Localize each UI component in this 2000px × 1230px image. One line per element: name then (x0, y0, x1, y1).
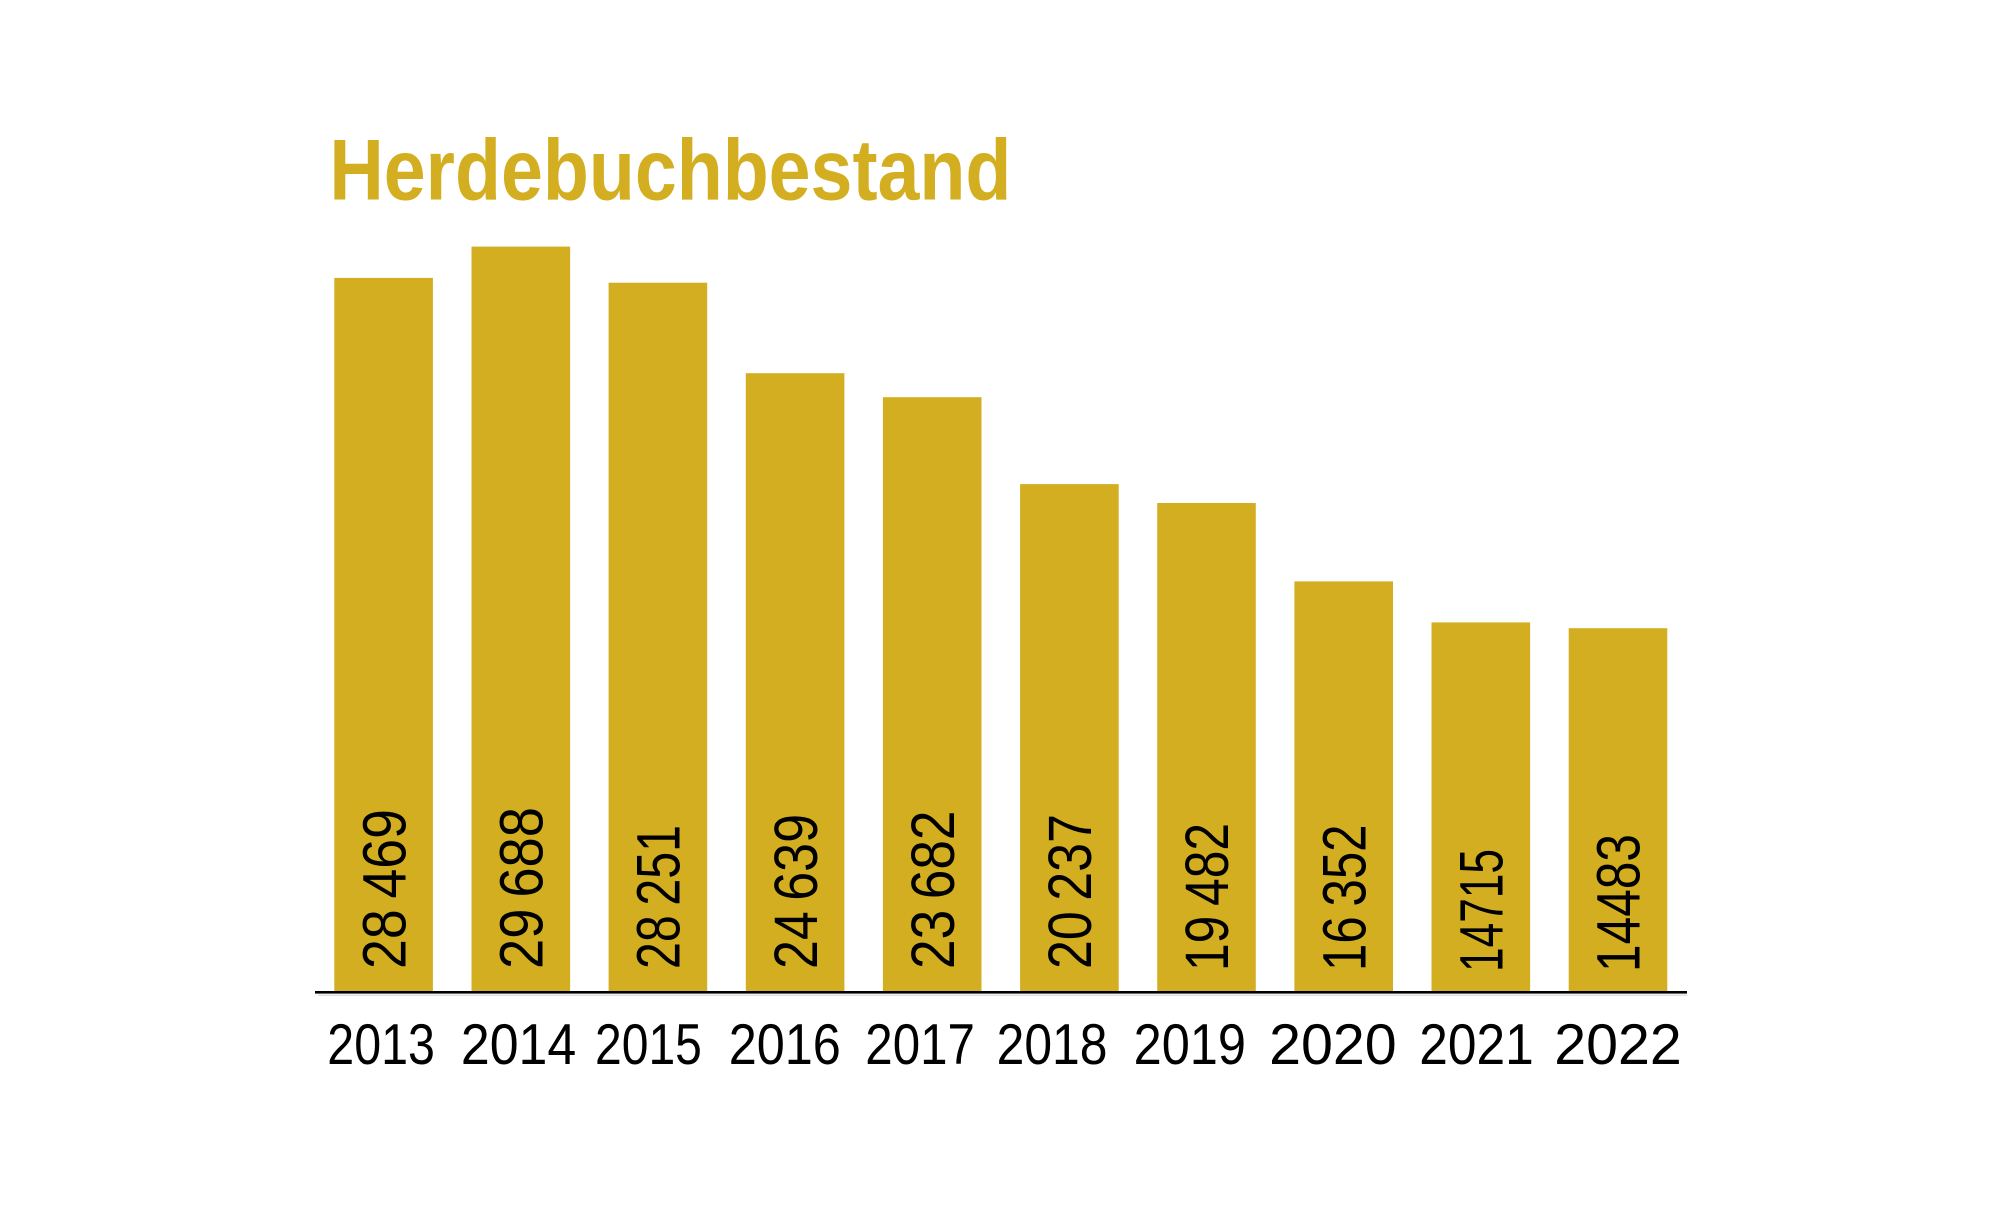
svg-text:2020: 2020 (1269, 1013, 1397, 1077)
svg-text:24 639: 24 639 (762, 814, 830, 969)
svg-text:Herdebuchbestand: Herdebuchbestand (329, 123, 1011, 219)
svg-text:2021: 2021 (1419, 1013, 1534, 1077)
svg-text:16 352: 16 352 (1310, 825, 1378, 972)
svg-text:2015: 2015 (595, 1013, 702, 1077)
svg-text:28 469: 28 469 (350, 809, 418, 969)
svg-text:20 237: 20 237 (1036, 814, 1104, 969)
svg-text:2019: 2019 (1134, 1013, 1246, 1077)
svg-text:19 482: 19 482 (1173, 823, 1241, 971)
svg-text:14715: 14715 (1448, 849, 1516, 972)
svg-text:2022: 2022 (1554, 1013, 1682, 1077)
svg-text:2018: 2018 (997, 1013, 1108, 1077)
svg-text:28 251: 28 251 (625, 825, 693, 969)
svg-text:23 682: 23 682 (899, 811, 967, 970)
svg-text:2017: 2017 (865, 1013, 975, 1077)
svg-text:14483: 14483 (1585, 834, 1653, 972)
svg-text:2016: 2016 (729, 1013, 841, 1077)
svg-text:2014: 2014 (461, 1013, 576, 1077)
svg-text:2013: 2013 (327, 1013, 435, 1077)
svg-text:29 688: 29 688 (488, 807, 556, 969)
